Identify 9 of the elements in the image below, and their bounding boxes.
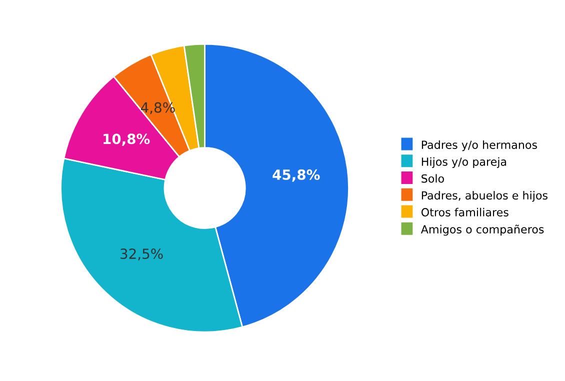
data-label: 45,8% bbox=[272, 169, 320, 182]
data-label: 32,5% bbox=[120, 248, 163, 260]
legend-label: Amigos o compañeros bbox=[420, 224, 544, 236]
legend-label: Padres y/o hermanos bbox=[422, 140, 538, 152]
legend-label: Padres, abuelos e hijos bbox=[422, 190, 548, 202]
data-label: 10,8% bbox=[104, 134, 150, 146]
legend-label: Hijos y/o pareja bbox=[422, 157, 506, 168]
legend-label: Otros familiares bbox=[421, 208, 508, 216]
legend-label: Solo bbox=[422, 174, 444, 183]
